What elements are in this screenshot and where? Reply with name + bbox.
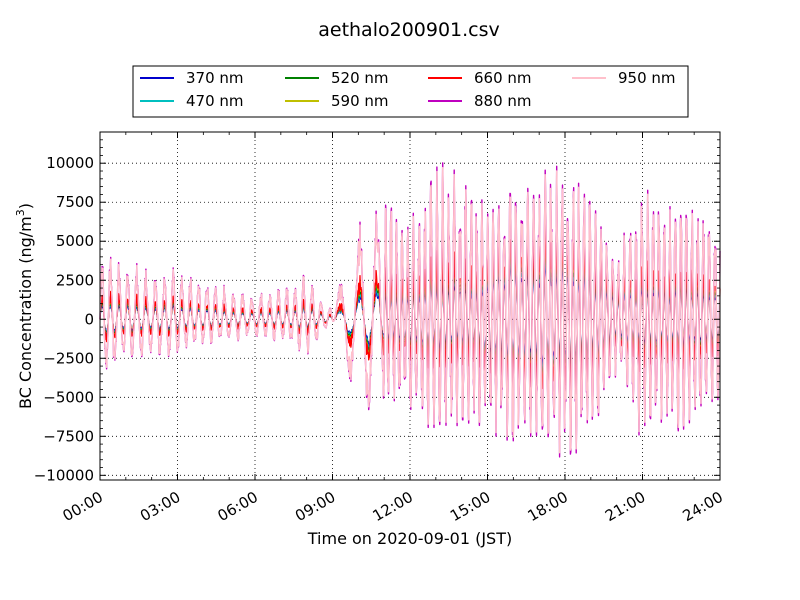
y-tick-label: −2500 [43, 349, 94, 367]
x-tick-label: 06:00 [215, 488, 261, 525]
legend-box [132, 65, 689, 118]
x-axis-label: Time on 2020-09-01 (JST) [307, 529, 512, 548]
legend-label: 520 nm [331, 69, 389, 87]
grid [99, 132, 721, 480]
y-axis-label: BC Concentration (ng/m3) [14, 203, 35, 409]
y-tick-label: −5000 [43, 388, 94, 406]
x-tick-label: 15:00 [447, 488, 493, 525]
x-tick-label: 21:00 [602, 488, 648, 525]
y-axis-label-main: BC Concentration (ng/m [16, 216, 35, 409]
series-layer [99, 162, 721, 458]
y-axis-label-end: ) [16, 203, 35, 209]
legend: 370 nm 470 nm 520 nm 590 nm 660 nm 880 nm 950 … [132, 65, 689, 118]
legend-label: 470 nm [186, 92, 244, 110]
x-tick-label: 00:00 [60, 488, 106, 525]
y-tick-label: −10000 [34, 466, 94, 484]
legend-entries: 370 nm 470 nm 520 nm 590 nm 660 nm 880 nm 950 … [140, 69, 676, 110]
legend-label: 590 nm [331, 92, 389, 110]
legend-label: 880 nm [474, 92, 532, 110]
legend-label: 950 nm [618, 69, 676, 87]
y-tick-label: −7500 [43, 427, 94, 445]
legend-label: 660 nm [474, 69, 532, 87]
x-tick-label: 18:00 [525, 488, 571, 525]
chart-title: aethalo200901.csv [318, 19, 500, 41]
series-line [99, 166, 721, 454]
y-tick-label: 0 [84, 310, 94, 328]
y-tick-label: 5000 [56, 232, 94, 250]
ticks [99, 132, 721, 480]
y-axis-label-sup: 3 [14, 209, 27, 216]
y-tick-label: 7500 [56, 193, 94, 211]
y-tick-label: 2500 [56, 271, 94, 289]
y-tick-label: 10000 [46, 154, 94, 172]
x-tick-label: 12:00 [370, 488, 416, 525]
legend-label: 370 nm [186, 69, 244, 87]
x-tick-label: 03:00 [137, 488, 183, 525]
x-tick-label: 09:00 [292, 488, 338, 525]
x-tick-label: 24:00 [680, 488, 726, 525]
